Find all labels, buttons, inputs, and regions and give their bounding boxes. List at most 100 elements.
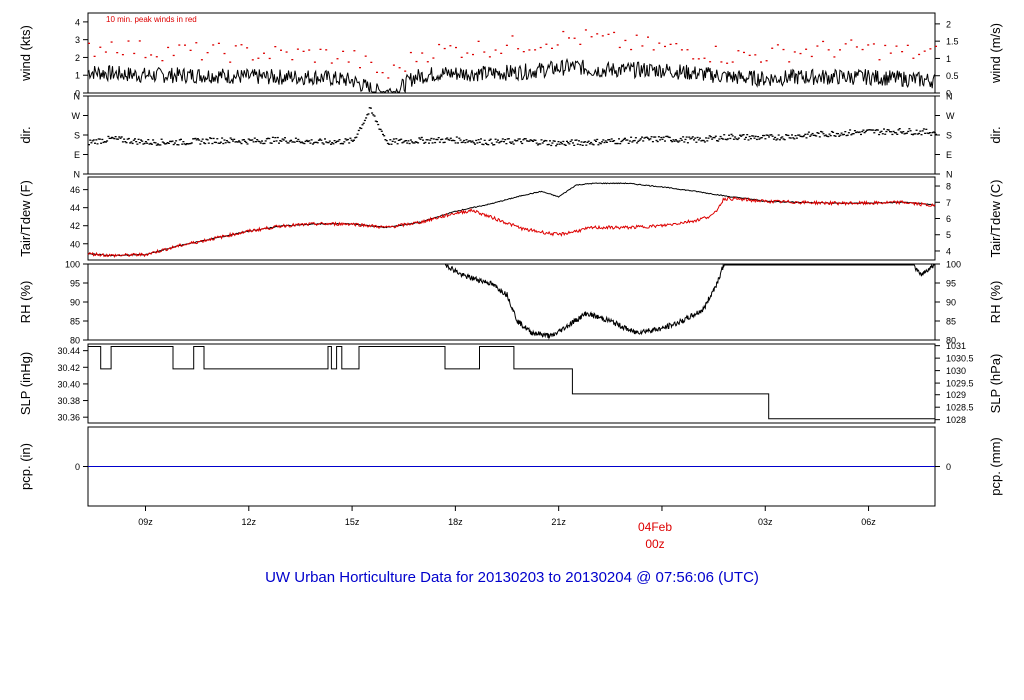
dir-point <box>746 134 749 136</box>
dir-point <box>414 141 417 143</box>
dir-point <box>585 144 588 146</box>
dir-point <box>596 138 599 141</box>
dir-point <box>460 141 463 144</box>
dir-point <box>762 134 764 137</box>
dir-point <box>441 138 444 140</box>
dir-point <box>308 140 311 142</box>
dir-point <box>228 141 231 144</box>
dir-point <box>768 136 770 138</box>
rh-series-0 <box>445 263 935 340</box>
time-tick-label: 09z <box>138 517 153 527</box>
dir-point <box>264 140 267 142</box>
dir-point <box>597 144 600 146</box>
dir-point <box>806 133 809 135</box>
dir-point <box>745 136 747 139</box>
dir-point <box>396 143 399 145</box>
dir-point <box>325 141 328 143</box>
dir-point <box>728 134 731 136</box>
dir-point <box>587 140 590 142</box>
dir-point <box>440 138 443 141</box>
slp-right-tick-label: 1030.5 <box>946 354 974 364</box>
dir-point <box>904 132 907 135</box>
temp-left-tick-label: 44 <box>70 203 80 213</box>
wind-point <box>472 53 474 56</box>
dir-point <box>724 138 727 140</box>
dir-point <box>190 142 193 144</box>
dir-point <box>535 142 538 144</box>
dir-point <box>181 143 184 145</box>
dir-point <box>426 139 429 141</box>
dir-point <box>239 141 242 143</box>
dir-point <box>418 137 421 139</box>
dir-point <box>931 132 934 134</box>
dir-point <box>206 139 209 141</box>
dir-point <box>881 133 884 135</box>
dir-right-tick-label: N <box>946 92 953 102</box>
dir-point <box>772 138 775 140</box>
temp-right-tick-label: 6 <box>946 214 951 224</box>
dir-point <box>198 139 201 141</box>
wind-point <box>590 36 593 38</box>
dir-point <box>442 141 445 144</box>
dir-point <box>691 136 694 138</box>
dir-point <box>763 134 766 137</box>
dir-point <box>389 139 392 141</box>
dir-point <box>259 142 262 144</box>
wind-left-tick-label: 4 <box>75 17 80 27</box>
dir-point <box>192 138 195 140</box>
dir-point <box>636 142 639 144</box>
dir-point <box>307 140 309 143</box>
dir-point <box>827 135 830 138</box>
wind-point <box>110 41 113 43</box>
dir-point <box>800 135 803 138</box>
wind-point <box>398 67 401 69</box>
dir-point <box>310 139 313 141</box>
wind-point <box>793 51 796 53</box>
dir-point <box>716 140 718 142</box>
dir-point <box>474 143 476 145</box>
temp-series-1 <box>87 196 936 259</box>
dir-point <box>684 138 687 141</box>
wind-point <box>923 50 926 52</box>
temp-right-tick-label: 5 <box>946 230 951 240</box>
dir-point <box>603 141 606 144</box>
dir-point <box>475 139 478 142</box>
wind-point <box>150 54 153 56</box>
dir-point <box>708 135 711 137</box>
dir-point <box>413 142 416 144</box>
dir-point <box>233 138 236 140</box>
dir-point <box>123 138 126 140</box>
wind-point <box>539 46 542 49</box>
dir-point <box>828 133 831 135</box>
slp-right-tick-label: 1031 <box>946 341 966 351</box>
dir-point <box>924 132 927 134</box>
wind-point <box>246 47 249 49</box>
wind-point <box>776 44 779 46</box>
dir-point <box>536 144 539 146</box>
dir-point <box>350 139 353 141</box>
dir-point <box>118 136 121 138</box>
dir-point <box>297 138 300 141</box>
dir-point <box>522 139 525 141</box>
dir-point <box>390 143 393 145</box>
wind-point <box>104 51 107 53</box>
dir-point <box>487 144 490 146</box>
dir-point <box>234 141 237 143</box>
dir-point <box>598 142 601 144</box>
dir-point <box>291 141 294 143</box>
wind-point <box>483 51 486 53</box>
dir-point <box>98 138 101 140</box>
wind-point <box>692 58 695 60</box>
dir-point <box>614 142 617 145</box>
dir-point <box>101 138 104 141</box>
wind-point <box>844 43 847 45</box>
wind-ylabel-right: wind (m/s) <box>988 23 1003 84</box>
dir-point <box>437 137 440 139</box>
dir-point <box>824 134 827 136</box>
dir-point <box>147 139 150 141</box>
dir-point <box>527 140 530 142</box>
pcp-ylabel-right: pcp. (mm) <box>988 437 1003 496</box>
wind-point <box>635 34 638 36</box>
dir-point <box>499 141 502 143</box>
dir-point <box>818 136 821 138</box>
